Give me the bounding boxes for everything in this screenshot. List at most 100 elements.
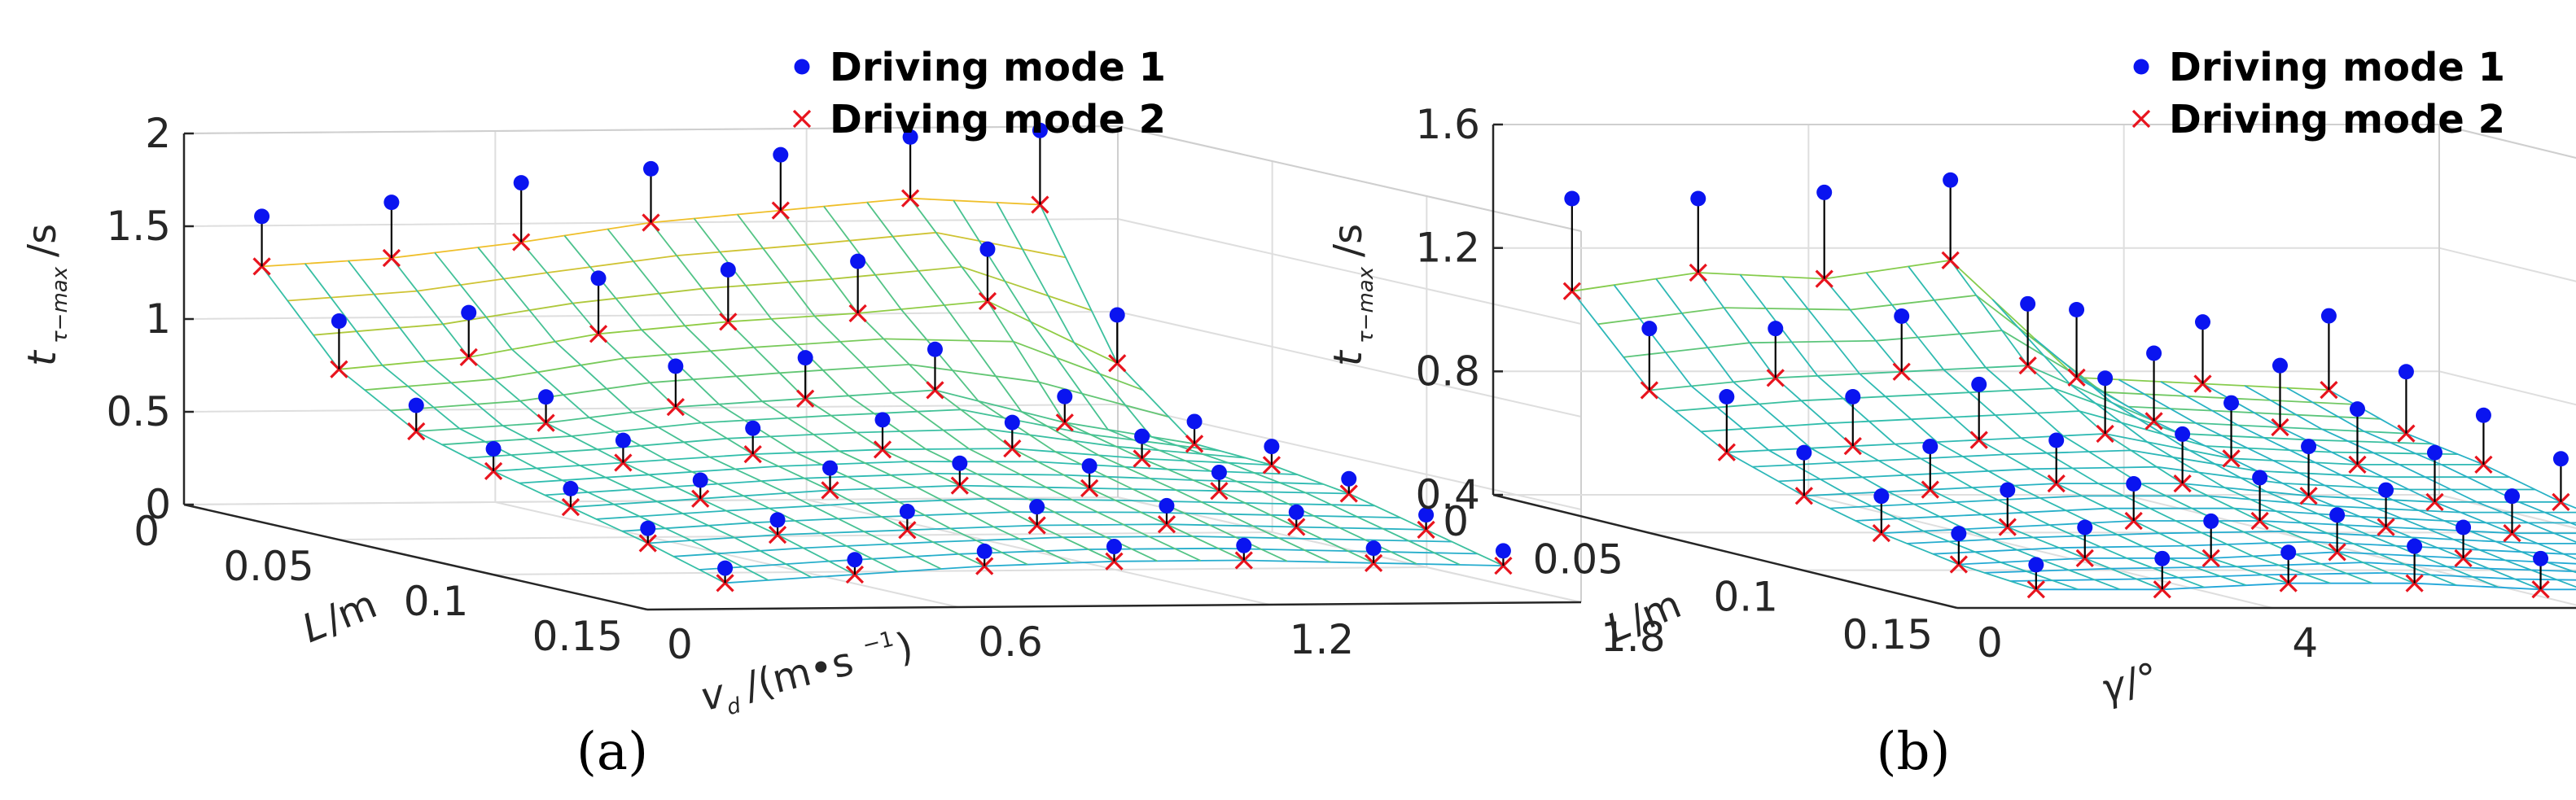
mode1-marker (383, 195, 400, 211)
mode1-marker (1186, 413, 1203, 430)
z-axis-label: t τ−max/s (20, 224, 72, 366)
legend-mode2-marker (792, 109, 812, 129)
legend-mode1-label: Driving mode 1 (830, 45, 1166, 90)
tick-labels: 0.40.81.21.600.050.10.1504812 (1415, 101, 2318, 667)
z-tick-label: 0 (145, 481, 171, 528)
series-driving-mode-2 (1562, 251, 2570, 599)
y-label-sub: d (725, 693, 744, 720)
mode2-marker (2279, 574, 2298, 592)
mode1-marker (976, 543, 992, 559)
z-tick-label: 2 (145, 110, 171, 157)
legend-mode1-marker (2133, 59, 2149, 75)
mode1-marker (692, 472, 708, 488)
z-label-main: t (1325, 349, 1371, 366)
mode1-marker (2077, 519, 2093, 536)
mode1-marker (615, 432, 631, 448)
mode1-marker (847, 552, 863, 568)
y-tick-label: 1.2 (1290, 616, 1355, 663)
legend-mode2-label: Driving mode 2 (2169, 97, 2505, 142)
mesh-line-y (2286, 387, 2576, 527)
mode1-marker (643, 160, 659, 177)
panel-b: 0.40.81.21.600.050.10.1504812tτ−max/sL/m… (1325, 45, 2576, 782)
y-floor-gridline (495, 501, 959, 608)
y-tick-label: 4 (2292, 619, 2318, 667)
mode2-marker (2067, 368, 2086, 387)
mesh-line-y (304, 263, 769, 581)
mode1-marker (773, 146, 789, 163)
mesh-line-y (996, 202, 1461, 566)
mode1-marker (720, 261, 736, 278)
mesh-line-y (477, 247, 942, 570)
mode1-marker (2195, 314, 2210, 330)
mode1-marker (1134, 428, 1150, 444)
mode1-marker (874, 412, 891, 428)
z-gridline (1493, 370, 2576, 406)
mode1-marker (1288, 504, 1304, 520)
mesh-line-x (545, 472, 1324, 496)
y-axis-label: γ/° (2096, 654, 2163, 712)
z-tick-label: 0.4 (1415, 471, 1480, 518)
mode1-marker (331, 313, 347, 330)
mesh-line-x (1571, 259, 2329, 391)
z-tick-label: 0.8 (1415, 348, 1480, 395)
x-tick-label: 0.05 (223, 543, 313, 590)
x-axis-line (1492, 493, 1958, 610)
mesh-line-y (563, 234, 1028, 566)
mode1-marker (2028, 557, 2044, 573)
mode1-marker (2272, 357, 2288, 374)
mode2-marker (2405, 574, 2424, 592)
mode1-marker (2154, 550, 2171, 566)
series-driving-mode-1 (254, 122, 1511, 584)
z-axis-label: t τ−max/s (1325, 224, 1378, 366)
panel-caption: (a) (576, 722, 648, 782)
mode1-marker (590, 270, 607, 286)
mode1-marker (979, 241, 996, 257)
mode2-marker (2474, 455, 2493, 474)
mesh-line-y (909, 198, 1374, 564)
mode1-marker (2020, 295, 2036, 312)
x-tick-label: 0.1 (404, 578, 469, 625)
mode1-marker (1106, 539, 1122, 555)
z-label-main: t (20, 349, 65, 366)
mode1-marker (461, 304, 477, 321)
mode2-marker (1872, 524, 1890, 543)
y-label-main: v (696, 671, 730, 720)
mode2-marker (2348, 455, 2367, 474)
mode1-marker (1236, 537, 1252, 553)
z-tick-label: 1 (145, 295, 171, 343)
mode1-marker (2504, 488, 2520, 505)
x-tick-label: 0 (1443, 498, 1469, 545)
mode1-marker (2000, 482, 2016, 498)
z-label-unit: /s (20, 224, 65, 257)
x-floor-gridline (493, 566, 1427, 575)
mode1-marker (902, 129, 918, 145)
mode1-marker (2126, 476, 2142, 492)
mode1-marker (1211, 464, 1227, 480)
legend-mode2-label: Driving mode 2 (830, 97, 1166, 142)
tick-labels: 0 0.5 1 1.5 2 0 0.05 0.1 0.15 0 0.6 1.2 1.8 (106, 110, 1665, 668)
mode1-marker (1690, 190, 1706, 207)
mode1-marker (1719, 389, 1735, 404)
y-tick-label: 0.6 (978, 619, 1043, 666)
mode1-marker (1418, 507, 1435, 523)
mode1-marker (2407, 538, 2423, 554)
mode1-marker (1641, 321, 1658, 337)
mode1-marker (1341, 470, 1357, 487)
mode1-marker (254, 208, 270, 225)
mode1-marker (2398, 364, 2414, 380)
mode1-marker (2427, 444, 2442, 461)
mode1-marker (822, 460, 839, 476)
mode1-marker (1109, 307, 1125, 323)
y-tick-label: 0 (667, 621, 693, 668)
mode1-marker (2252, 470, 2268, 486)
surface-mesh (261, 197, 1504, 584)
z-tick-label: 0.5 (106, 388, 171, 435)
mode2-marker (2018, 356, 2037, 375)
mode1-marker (1365, 540, 1382, 557)
y-label-unit: /(m•s (740, 639, 858, 710)
mode1-marker (927, 341, 943, 357)
mesh-line-y (866, 202, 1331, 563)
mode1-marker (1943, 172, 1959, 188)
mode2-marker (2503, 524, 2521, 543)
